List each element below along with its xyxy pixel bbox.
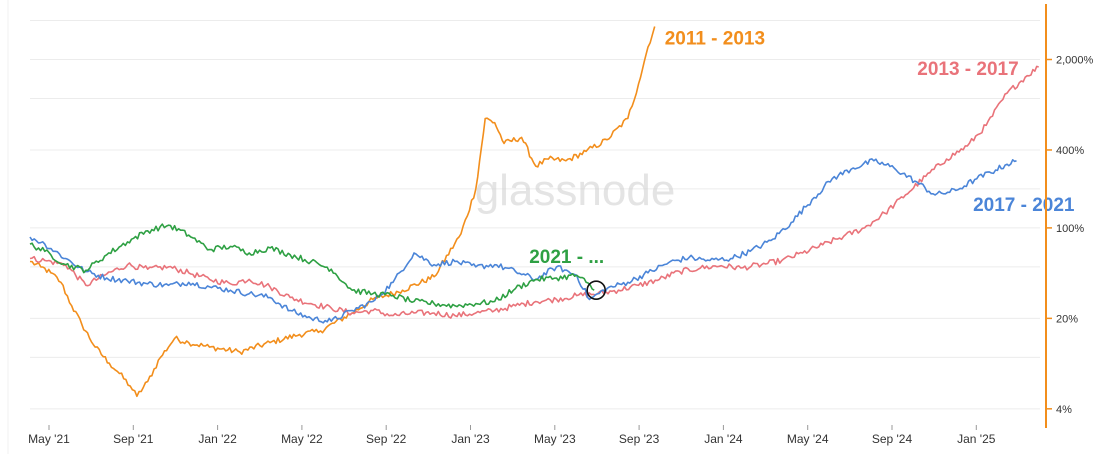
y-tick-label: 400% (1056, 145, 1084, 157)
series-line-0 (29, 26, 656, 398)
x-tick-label: Sep '21 (113, 432, 154, 446)
y-axis: 4% 20% 100% 400% 2,000% (1045, 4, 1094, 428)
x-tick-label: May '23 (534, 432, 576, 446)
x-tick-label: Jan '22 (198, 432, 237, 446)
series-label-1: 2013 - 2017 (917, 59, 1018, 80)
y-tick-label: 2,000% (1056, 55, 1094, 67)
series-labels: 2011 - 2013 2013 - 2017 2017 - 2021 2021 - … (529, 29, 1075, 269)
series-line-3 (29, 223, 595, 309)
series-label-2: 2017 - 2021 (973, 195, 1075, 216)
x-tick-label: May '22 (281, 432, 323, 446)
series-line-2 (29, 158, 1017, 324)
marker-circle (586, 280, 606, 301)
x-tick-label: May '21 (28, 432, 70, 446)
x-tick-label: Sep '24 (872, 432, 913, 446)
y-tick-label: 100% (1056, 223, 1084, 235)
y-tick-label: 4% (1056, 404, 1072, 416)
series-line-1 (29, 65, 1039, 319)
series-label-0: 2011 - 2013 (665, 29, 765, 50)
grid-lines (7, 0, 1040, 454)
x-tick-label: Sep '23 (619, 432, 660, 446)
watermark: glassnode (475, 166, 676, 215)
x-axis: May '21 Sep '21 Jan '22 May '22 Sep '22 Jan '… (28, 425, 996, 446)
x-tick-label: Jan '24 (704, 432, 743, 446)
x-tick-label: May '24 (787, 432, 829, 446)
series-label-3: 2021 - ... (529, 247, 604, 268)
y-tick-label: 20% (1056, 313, 1078, 325)
x-tick-label: Sep '22 (366, 432, 407, 446)
series-group (29, 26, 1039, 398)
x-tick-label: Jan '25 (957, 432, 996, 446)
x-tick-label: Jan '23 (451, 432, 490, 446)
